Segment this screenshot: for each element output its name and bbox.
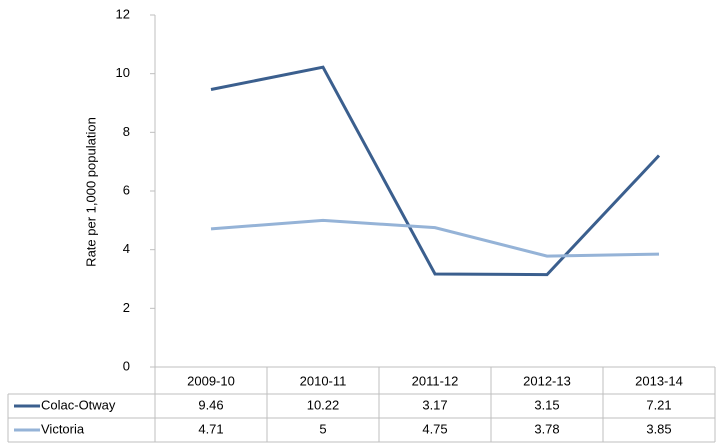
table-value: 5 [319, 421, 326, 436]
table-value: 4.75 [422, 421, 447, 436]
x-tick-label: 2011-12 [412, 373, 459, 388]
table-value: 3.17 [422, 397, 447, 412]
table-value: 3.15 [534, 397, 559, 412]
y-tick-label: 4 [123, 241, 130, 256]
table-value: 4.71 [198, 421, 223, 436]
legend-label: Colac-Otway [41, 397, 116, 412]
table-value: 10.22 [307, 397, 340, 412]
y-tick-label: 10 [116, 65, 130, 80]
y-tick-label: 6 [123, 182, 130, 197]
x-tick-label: 2010-11 [300, 373, 347, 388]
table-value: 9.46 [198, 397, 223, 412]
y-axis-label: Rate per 1,000 population [83, 117, 98, 267]
x-tick-label: 2009-10 [187, 373, 235, 388]
series-line [210, 65, 661, 277]
x-tick-label: 2012-13 [523, 373, 571, 388]
y-tick-label: 8 [123, 124, 130, 139]
table-value: 3.78 [534, 421, 559, 436]
legend-label: Victoria [41, 421, 85, 436]
table-value: 7.21 [646, 397, 671, 412]
y-tick-label: 12 [116, 6, 130, 21]
x-tick-label: 2013-14 [635, 373, 683, 388]
y-tick-label: 0 [123, 358, 130, 373]
series-line [210, 218, 660, 258]
y-tick-label: 2 [123, 300, 130, 315]
table-value: 3.85 [646, 421, 671, 436]
